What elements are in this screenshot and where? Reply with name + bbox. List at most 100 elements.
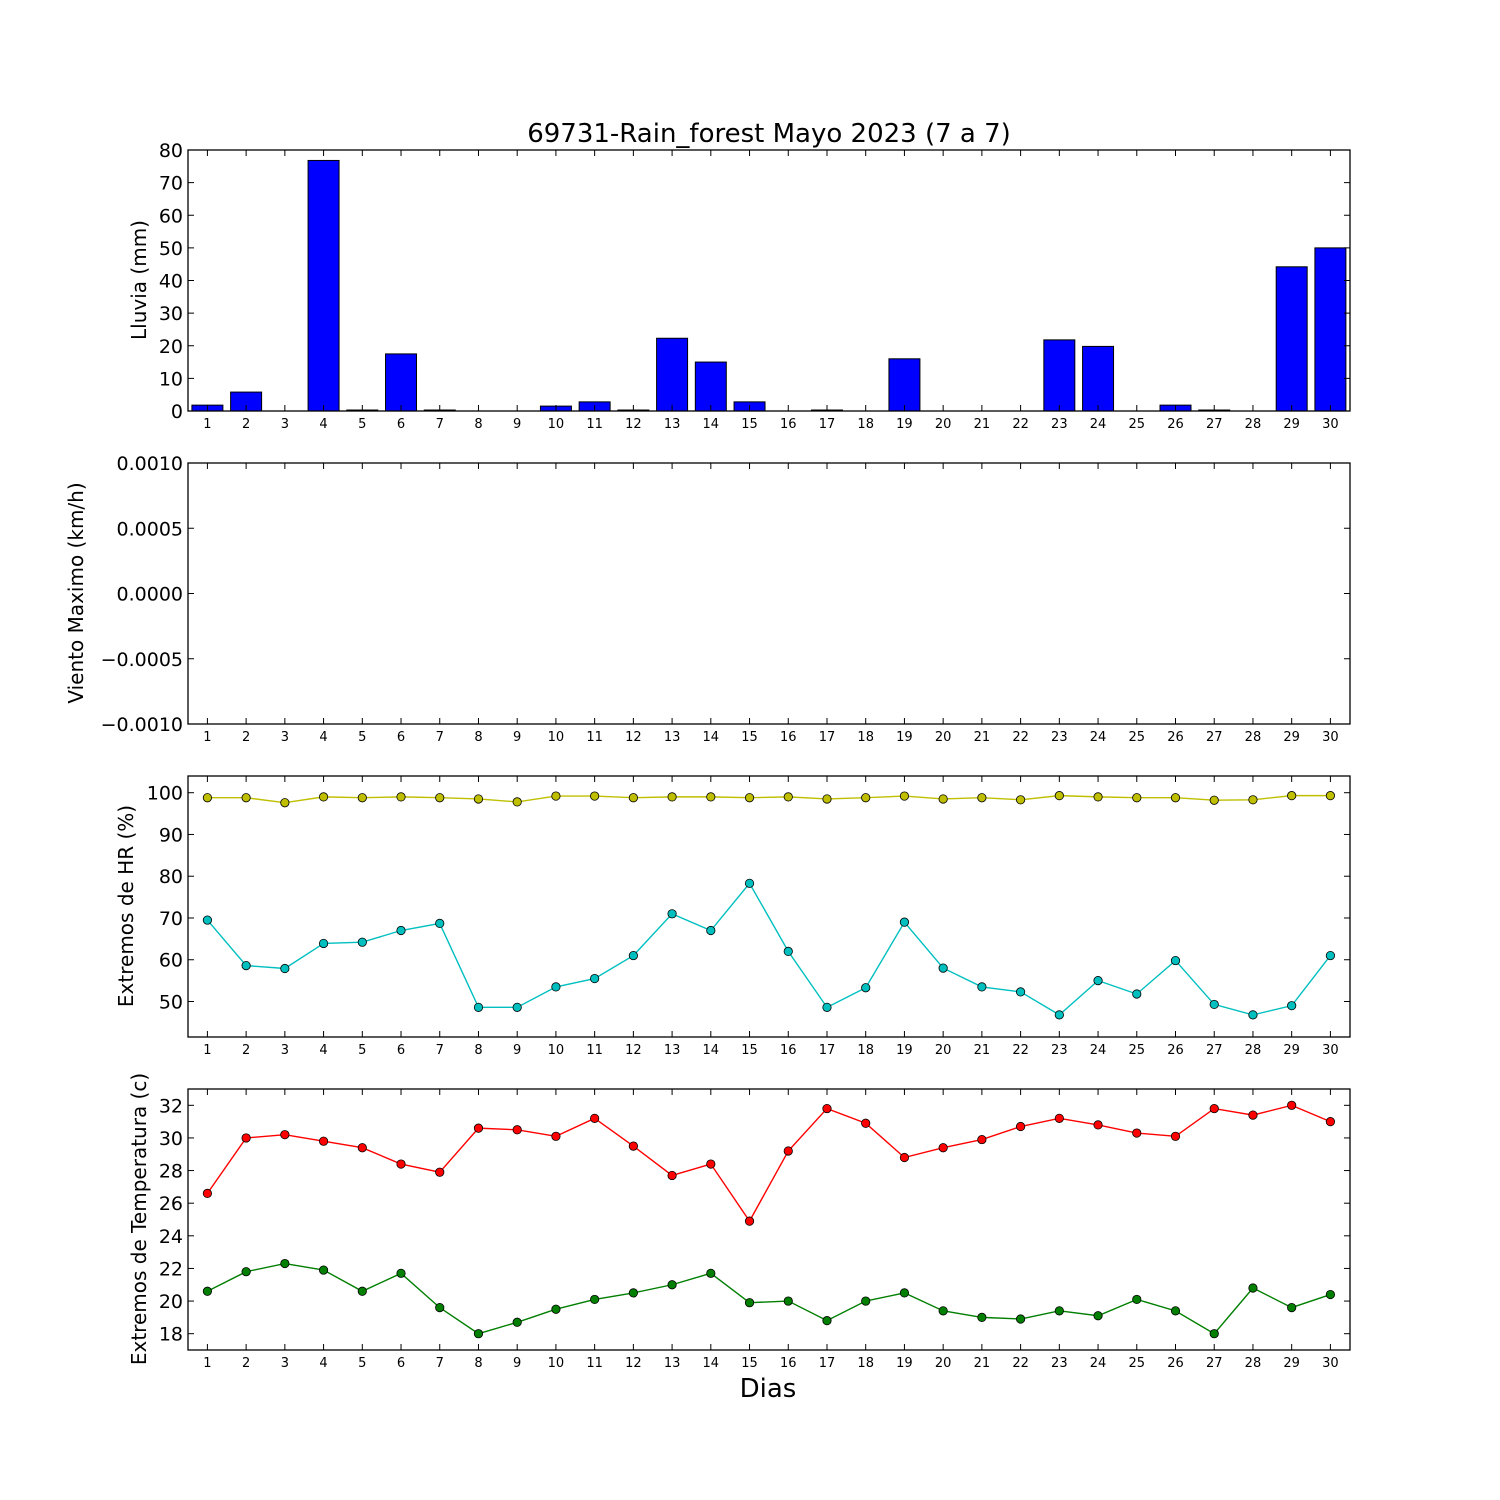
x-tick-label: 7 [436, 417, 444, 432]
y-tick-label: 60 [159, 950, 183, 972]
x-tick-label: 16 [780, 1043, 797, 1058]
series-point-3-0-day-21 [977, 1134, 987, 1145]
x-tick-label: 9 [513, 417, 521, 432]
x-tick-label: 29 [1283, 730, 1300, 745]
x-tick-label: 25 [1129, 417, 1146, 432]
series-point-3-1-day-5 [357, 1286, 367, 1296]
x-tick-label: 8 [474, 417, 482, 432]
y-tick-label: 70 [159, 908, 183, 930]
series-point-3-1-day-1 [202, 1286, 212, 1296]
x-tick-label: 24 [1090, 1356, 1107, 1371]
x-tick-label: 12 [625, 1043, 642, 1058]
x-tick-label: 24 [1090, 417, 1107, 432]
rain-bar-day-6 [385, 353, 418, 412]
y-tick-label: 26 [159, 1193, 183, 1215]
x-tick-label: 4 [319, 1043, 327, 1058]
x-tick-label: 1 [203, 417, 211, 432]
humidity-y-axis-label: Extremos de HR (%) [114, 805, 138, 1007]
series-point-3-1-day-26 [1170, 1306, 1181, 1316]
y-tick-label: 28 [159, 1161, 183, 1183]
series-line-3-0 [206, 1104, 1331, 1223]
series-point-3-0-day-13 [667, 1170, 677, 1181]
series-point-3-1-day-10 [551, 1304, 561, 1314]
wind-y-axis-label: Viento Maximo (km/h) [64, 482, 88, 703]
series-point-3-1-day-30 [1325, 1289, 1336, 1300]
x-tick-label: 20 [935, 1356, 952, 1371]
x-tick-label: 26 [1167, 417, 1184, 432]
series-point-2-1-day-12 [628, 950, 638, 961]
series-point-3-1-day-25 [1132, 1294, 1142, 1305]
x-tick-label: 8 [474, 1356, 482, 1371]
series-point-3-0-day-3 [280, 1130, 290, 1140]
y-tick-label: 22 [159, 1258, 183, 1280]
series-point-3-0-day-9 [512, 1125, 522, 1135]
x-tick-label: 14 [703, 1356, 720, 1371]
x-tick-label: 13 [664, 730, 681, 745]
x-tick-label: 11 [586, 730, 603, 745]
series-point-2-0-day-13 [667, 792, 677, 802]
y-tick-label: 10 [159, 368, 183, 390]
y-tick-label: 0.0005 [117, 518, 183, 540]
series-point-2-0-day-17 [822, 794, 832, 804]
series-point-2-0-day-3 [280, 798, 290, 808]
y-tick-label: 30 [159, 303, 183, 325]
series-point-2-0-day-11 [590, 791, 600, 801]
x-tick-label: 4 [319, 1356, 327, 1371]
series-point-2-0-day-16 [783, 792, 793, 802]
x-tick-label: 23 [1051, 1356, 1068, 1371]
x-tick-label: 1 [203, 1043, 211, 1058]
x-tick-label: 18 [857, 1043, 874, 1058]
x-tick-label: 12 [625, 417, 642, 432]
series-point-2-1-day-14 [706, 925, 716, 936]
series-point-3-1-day-12 [628, 1288, 638, 1298]
x-tick-label: 15 [741, 1043, 758, 1058]
series-point-2-1-day-15 [744, 878, 755, 888]
x-tick-label: 25 [1129, 730, 1146, 745]
temperature-panel: Extremos de Temperatura (c) 182022242628… [127, 1073, 1351, 1371]
series-point-2-0-day-7 [435, 793, 445, 803]
series-point-3-1-day-2 [241, 1267, 251, 1277]
series-point-2-0-day-23 [1054, 791, 1064, 801]
series-point-2-0-day-4 [318, 792, 329, 802]
x-tick-label: 24 [1090, 1043, 1107, 1058]
series-point-3-0-day-23 [1054, 1113, 1064, 1123]
series-point-3-1-day-18 [861, 1296, 871, 1306]
x-tick-label: 17 [819, 417, 836, 432]
series-point-2-0-day-8 [473, 794, 484, 804]
rain-y-axis-label: Lluvia (mm) [127, 220, 151, 340]
series-point-3-0-day-25 [1132, 1128, 1142, 1138]
x-tick-label: 18 [857, 417, 874, 432]
series-point-3-0-day-16 [783, 1146, 793, 1156]
x-tick-label: 27 [1206, 730, 1223, 745]
y-tick-label: 18 [159, 1324, 183, 1346]
series-point-2-0-day-27 [1209, 795, 1219, 805]
x-tick-label: 2 [242, 1043, 250, 1058]
series-point-3-0-day-27 [1209, 1103, 1219, 1114]
series-point-3-1-day-24 [1093, 1311, 1103, 1321]
x-tick-label: 6 [397, 417, 405, 432]
series-point-2-1-day-29 [1287, 1001, 1297, 1011]
series-point-2-0-day-19 [899, 791, 910, 801]
y-tick-label: 80 [159, 140, 183, 162]
rain-bar-day-30 [1314, 247, 1347, 412]
series-point-3-1-day-22 [1016, 1314, 1026, 1324]
axes-frame [187, 775, 1351, 1038]
series-point-2-0-day-14 [706, 792, 716, 802]
x-tick-label: 14 [703, 1043, 720, 1058]
x-tick-label: 12 [625, 1356, 642, 1371]
series-point-3-1-day-21 [977, 1312, 987, 1322]
x-tick-label: 5 [358, 1043, 366, 1058]
x-tick-label: 4 [319, 730, 327, 745]
y-tick-label: 70 [159, 173, 183, 195]
x-tick-label: 20 [935, 1043, 952, 1058]
x-tick-label: 5 [358, 417, 366, 432]
series-point-2-1-day-18 [861, 983, 871, 993]
y-tick-label: 32 [159, 1095, 183, 1117]
series-point-2-1-day-5 [357, 937, 367, 947]
series-point-2-1-day-4 [318, 938, 329, 949]
series-point-2-0-day-1 [202, 793, 212, 803]
